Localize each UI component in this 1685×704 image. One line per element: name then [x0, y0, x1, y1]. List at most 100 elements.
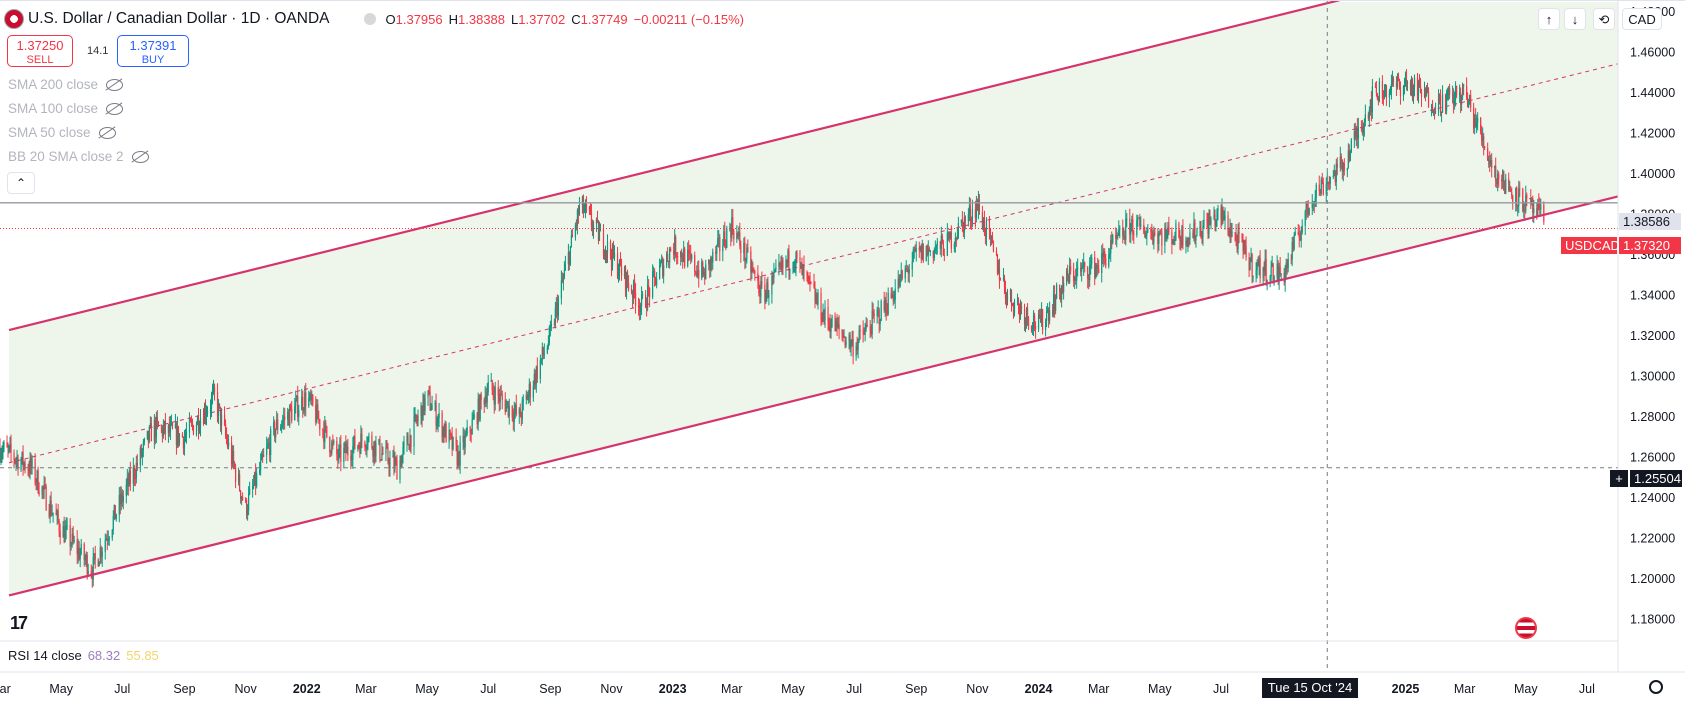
candle-body: [1423, 89, 1426, 97]
candle-body: [711, 257, 713, 263]
candle-body: [1280, 273, 1282, 275]
candle-body: [132, 467, 134, 484]
indicator-sma100[interactable]: SMA 100 close: [8, 101, 124, 116]
candle-body: [437, 418, 439, 423]
candle-body: [185, 432, 188, 436]
candle-body: [862, 330, 864, 334]
buy-button[interactable]: 1.37391 BUY: [117, 35, 189, 67]
collapse-legend-button[interactable]: ⌃: [7, 172, 35, 194]
candle-body: [304, 392, 306, 410]
candle-body: [449, 429, 451, 434]
candle-body: [330, 452, 332, 454]
candle-body: [1385, 84, 1388, 98]
candle-body: [1041, 309, 1044, 331]
candle-body: [1332, 175, 1334, 177]
candle-body: [1409, 82, 1412, 91]
candle-body: [106, 538, 108, 541]
time-tick-label: Mar: [1088, 682, 1110, 696]
candle-body: [876, 309, 878, 316]
candle-body: [656, 279, 658, 286]
candle-body: [703, 271, 705, 275]
eye-hidden-icon[interactable]: [106, 102, 124, 115]
candle-body: [739, 232, 741, 246]
candle-body: [1299, 237, 1301, 241]
candle-body: [1448, 88, 1451, 95]
candle-body: [758, 280, 760, 294]
candle-body: [331, 442, 333, 454]
arrow-down-icon[interactable]: ↓: [1564, 8, 1586, 30]
currency-selector[interactable]: CAD: [1622, 8, 1662, 30]
settings-gear-icon[interactable]: [1649, 680, 1663, 694]
candle-body: [688, 249, 690, 252]
indicator-bb[interactable]: BB 20 SMA close 2: [8, 149, 149, 164]
arrow-up-icon[interactable]: ↑: [1538, 8, 1560, 30]
candle-body: [135, 462, 137, 479]
candle-body: [947, 232, 949, 234]
candle-body: [1505, 178, 1507, 194]
candle-body: [63, 526, 65, 542]
candle-body: [577, 210, 580, 215]
candle-body: [949, 232, 951, 240]
eye-hidden-icon[interactable]: [106, 78, 124, 91]
candle-body: [366, 446, 368, 449]
candle-body: [462, 435, 464, 443]
candle-body: [696, 272, 698, 277]
candle-body: [1103, 251, 1105, 257]
eye-hidden-icon[interactable]: [98, 126, 116, 139]
candle-body: [752, 267, 754, 270]
candle-body: [282, 420, 284, 425]
add-alert-icon[interactable]: +: [1610, 470, 1628, 487]
scroll-to-realtime-icon[interactable]: ⟲: [1593, 8, 1615, 30]
candle-body: [883, 301, 885, 311]
symbol-title[interactable]: U.S. Dollar / Canadian Dollar · 1D · OAN…: [28, 10, 330, 27]
candle-body: [424, 397, 426, 411]
candle-body: [880, 301, 882, 321]
candle-body: [772, 275, 774, 278]
candle-body: [532, 386, 534, 398]
candle-body: [1304, 211, 1306, 226]
candle-body: [199, 418, 202, 429]
candle-body: [1214, 214, 1216, 227]
candle-body: [568, 252, 571, 265]
rsi-legend[interactable]: RSI 14 close 68.32 55.85: [8, 648, 159, 663]
candle-body: [1469, 94, 1471, 102]
candle-body: [1002, 277, 1005, 280]
us-flag-icon[interactable]: [1515, 617, 1537, 639]
candle-body: [792, 267, 794, 269]
price-tick-label: 1.44000: [1630, 86, 1675, 100]
candle-body: [838, 323, 840, 330]
sell-button[interactable]: 1.37250 SELL: [7, 35, 73, 67]
eye-hidden-icon[interactable]: [131, 150, 149, 163]
candle-body: [267, 444, 269, 447]
candle-body: [1168, 226, 1170, 232]
candle-body: [52, 512, 54, 514]
candle-body: [1335, 163, 1337, 182]
candle-body: [1084, 262, 1086, 268]
candle-body: [189, 419, 192, 423]
candle-body: [1132, 219, 1134, 235]
candle-body: [1382, 97, 1385, 99]
indicator-sma50[interactable]: SMA 50 close: [8, 125, 116, 140]
candle-body: [69, 525, 71, 547]
candle-body: [638, 306, 641, 313]
indicator-sma200[interactable]: SMA 200 close: [8, 77, 124, 92]
status-dot-icon[interactable]: [363, 13, 376, 25]
candle-body: [1418, 82, 1421, 86]
candle-body: [830, 326, 832, 332]
time-tick-label: May: [415, 682, 439, 696]
candle-body: [866, 325, 868, 327]
candle-body: [1467, 97, 1469, 107]
candle-body: [576, 210, 579, 226]
candle-body: [623, 267, 626, 276]
candle-body: [569, 246, 572, 265]
candle-body: [1399, 87, 1402, 97]
candle-body: [452, 436, 454, 450]
candle-body: [118, 495, 120, 515]
candle-body: [1174, 240, 1176, 242]
candle-body: [274, 422, 276, 438]
candle-body: [181, 434, 184, 438]
candle-body: [940, 235, 942, 249]
candle-body: [1074, 277, 1076, 281]
candle-body: [1091, 257, 1093, 264]
